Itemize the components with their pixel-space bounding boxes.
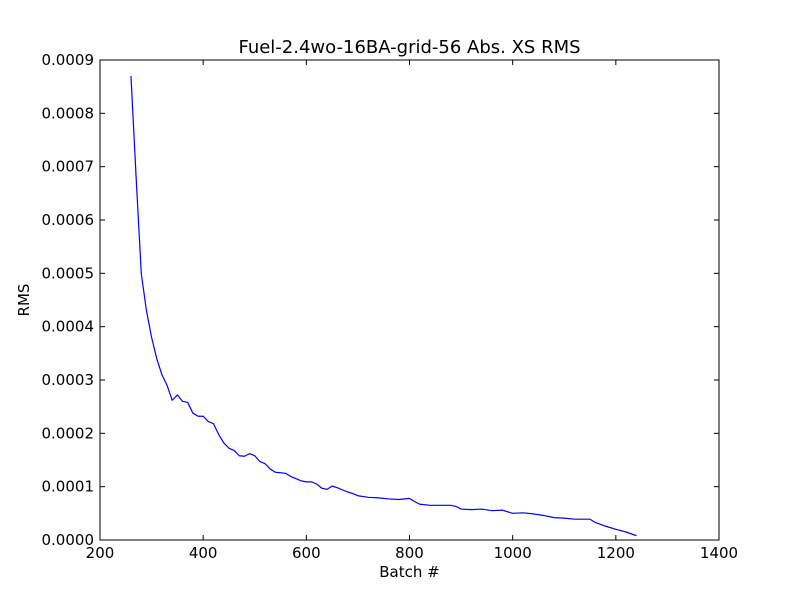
y-tick-label: 0.0007	[42, 158, 95, 176]
y-tick-label: 0.0004	[42, 318, 95, 336]
x-tick-label: 800	[395, 544, 424, 562]
x-tick-label: 600	[292, 544, 321, 562]
x-tick-label: 400	[189, 544, 218, 562]
y-tick-label: 0.0005	[42, 264, 95, 282]
chart-title: Fuel-2.4wo-16BA-grid-56 Abs. XS RMS	[238, 37, 580, 58]
y-tick-label: 0.0006	[42, 211, 95, 229]
x-tick-label: 1200	[597, 544, 635, 562]
y-tick-label: 0.0001	[42, 478, 95, 496]
y-tick-label: 0.0003	[42, 371, 95, 389]
plot-area	[130, 75, 637, 537]
y-tick-label: 0.0002	[42, 424, 95, 442]
x-axis: 200 400 600 800 1000 1200 1400	[86, 60, 738, 562]
x-tick-label: 1400	[700, 544, 738, 562]
y-tick-label: 0.0000	[42, 531, 95, 549]
x-axis-label: Batch #	[379, 563, 439, 581]
y-axis-label: RMS	[15, 284, 33, 317]
x-tick-label: 1000	[494, 544, 532, 562]
y-axis: 0.0000 0.0001 0.0002 0.0003 0.0004 0.0005 0.00…	[42, 51, 719, 549]
y-tick-label: 0.0008	[42, 104, 95, 122]
plot-frame	[99, 59, 720, 541]
x-tick-label: 200	[86, 544, 115, 562]
y-tick-label: 0.0009	[42, 51, 95, 69]
series-line-0	[130, 75, 637, 537]
